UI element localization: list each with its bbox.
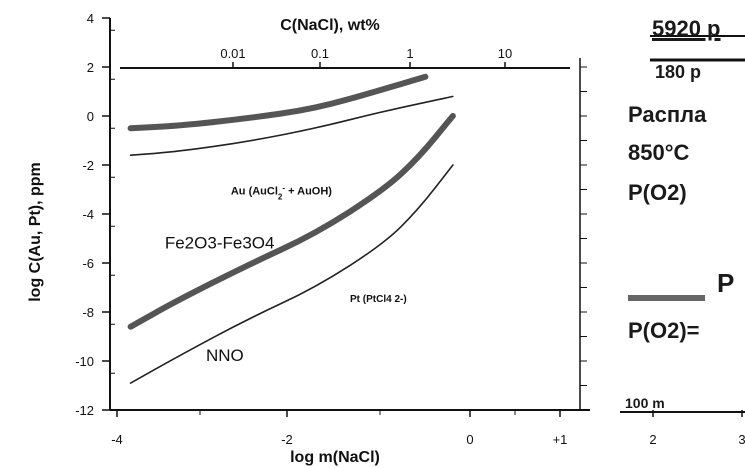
x-tick-label: -4 <box>111 432 123 447</box>
x-axis-title: log m(NaCl) <box>290 449 380 466</box>
y-tick-label: 0 <box>87 109 94 124</box>
y-tick-label: 2 <box>87 60 94 75</box>
y-tick-label: -10 <box>75 354 94 369</box>
legend-line-2: 850°C <box>628 140 690 165</box>
y-tick-label: -2 <box>82 158 94 173</box>
x-tick-label: +1 <box>553 432 568 447</box>
y-tick-label: -12 <box>75 403 94 418</box>
y-tick-label: 4 <box>87 11 94 26</box>
chart-series <box>127 73 456 384</box>
y-tick-label: -4 <box>82 207 94 222</box>
x-tick-label: 3 <box>738 432 745 447</box>
legend-second-value: 180 p <box>655 62 702 82</box>
top-tick-label: 10 <box>498 46 512 61</box>
chart-axes <box>109 18 745 413</box>
series-line-1 <box>129 95 454 156</box>
top-tick-label: 0.01 <box>220 46 245 61</box>
legend-line-5: P(O2)= <box>628 318 700 343</box>
series-line-0 <box>127 73 429 132</box>
legend-line-3: P(O2) <box>628 180 687 205</box>
scale-label: 100 m <box>625 395 665 411</box>
x-tick-label: 2 <box>649 432 656 447</box>
x-tick-label: 0 <box>466 432 473 447</box>
chart-ticks: 4 2 0 -2 -4 -6 -8 -10 -12 -4 -2 0 +1 2 3 0.01 0.1 1 10 log … <box>27 11 745 466</box>
legend-top-value: 5920 p <box>652 16 721 41</box>
top-tick-label: 1 <box>406 46 413 61</box>
top-tick-label: 0.1 <box>311 46 329 61</box>
y-axis-title: log C(Au, Pt), ppm <box>27 162 44 302</box>
annotation-au: Au (AuCl2- + AuOH) <box>231 183 332 201</box>
legend-line-1: Распла <box>628 102 707 127</box>
annotation-pt: Pt (PtCl4 2-) <box>350 294 407 305</box>
annotation-fe-buffer: Fe2O3-Fe3O4 <box>165 233 275 252</box>
legend-line-4: P <box>717 268 735 298</box>
top-axis-title: C(NaCl), wt% <box>280 17 380 34</box>
series-line-3 <box>129 164 454 384</box>
y-tick-label: -8 <box>82 305 94 320</box>
y-tick-label: -6 <box>82 256 94 271</box>
x-tick-label: -2 <box>281 432 293 447</box>
series-line-2 <box>127 112 456 330</box>
chart-annotations: Au (AuCl2- + AuOH) Fe2O3-Fe3O4 Pt (PtCl4 2… <box>165 183 407 365</box>
annotation-nno: NNO <box>206 346 244 365</box>
